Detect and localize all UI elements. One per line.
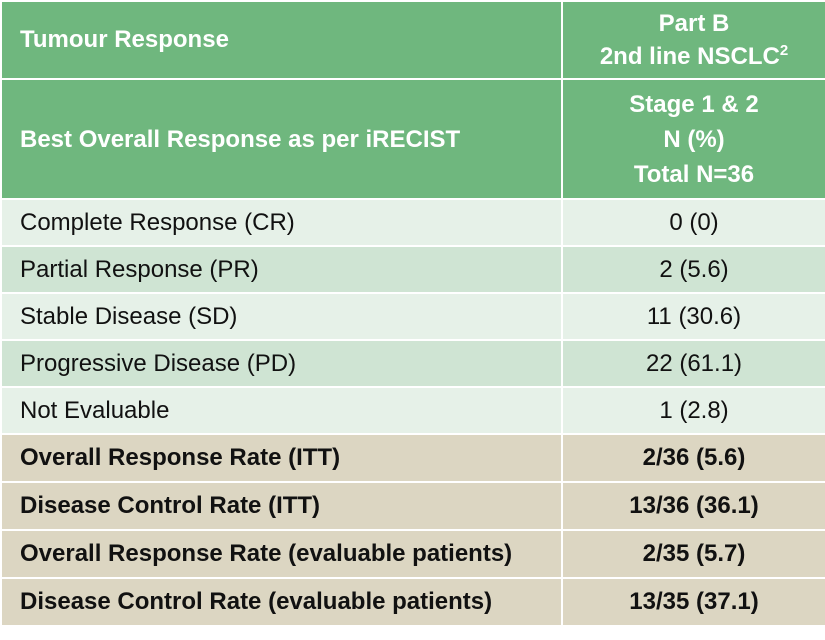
header-label-tumour-response: Tumour Response <box>0 0 563 80</box>
row-value: 11 (30.6) <box>561 292 825 341</box>
summary-value: 2/36 (5.6) <box>561 433 825 483</box>
header-nsclc-text: 2nd line NSCLC <box>599 43 780 70</box>
header-stage-line3: Total N=36 <box>633 160 755 188</box>
row-value: 2 (5.6) <box>561 245 825 294</box>
table-row: Stable Disease (SD) 11 (30.6) <box>0 292 825 341</box>
summary-value: 2/35 (5.7) <box>561 529 825 579</box>
row-label: Not Evaluable <box>0 386 563 435</box>
summary-label: Disease Control Rate (ITT) <box>0 481 563 531</box>
header-part-b-line1: Part B <box>658 10 730 37</box>
header-row-2: Best Overall Response as per iRECIST Sta… <box>0 78 825 200</box>
row-value: 1 (2.8) <box>561 386 825 435</box>
table-row: Complete Response (CR) 0 (0) <box>0 198 825 247</box>
summary-row: Disease Control Rate (evaluable patients… <box>0 577 825 627</box>
tumour-response-table: Tumour Response Part B 2nd line NSCLC2 B… <box>0 0 825 627</box>
header-stage: Stage 1 & 2 N (%) Total N=36 <box>561 78 825 200</box>
summary-row: Overall Response Rate (evaluable patient… <box>0 529 825 579</box>
summary-value: 13/36 (36.1) <box>561 481 825 531</box>
summary-label: Disease Control Rate (evaluable patients… <box>0 577 563 627</box>
row-label: Stable Disease (SD) <box>0 292 563 341</box>
header-part-b-line2: 2nd line NSCLC2 <box>571 40 817 73</box>
row-label: Progressive Disease (PD) <box>0 339 563 388</box>
header-stage-line2: N (%) <box>663 125 725 153</box>
summary-label: Overall Response Rate (ITT) <box>0 433 563 483</box>
summary-value: 13/35 (37.1) <box>561 577 825 627</box>
table-row: Partial Response (PR) 2 (5.6) <box>0 245 825 294</box>
header-stage-line1: Stage 1 & 2 <box>629 90 759 118</box>
footnote-superscript: 2 <box>779 42 789 59</box>
header-part-b: Part B 2nd line NSCLC2 <box>561 0 825 80</box>
row-value: 22 (61.1) <box>561 339 825 388</box>
row-label: Complete Response (CR) <box>0 198 563 247</box>
summary-row: Overall Response Rate (ITT) 2/36 (5.6) <box>0 433 825 483</box>
table-row: Progressive Disease (PD) 22 (61.1) <box>0 339 825 388</box>
table-row: Not Evaluable 1 (2.8) <box>0 386 825 435</box>
summary-row: Disease Control Rate (ITT) 13/36 (36.1) <box>0 481 825 531</box>
row-value: 0 (0) <box>561 198 825 247</box>
row-label: Partial Response (PR) <box>0 245 563 294</box>
header-label-best-overall-response: Best Overall Response as per iRECIST <box>0 78 563 200</box>
summary-label: Overall Response Rate (evaluable patient… <box>0 529 563 579</box>
header-row-1: Tumour Response Part B 2nd line NSCLC2 <box>0 0 825 80</box>
